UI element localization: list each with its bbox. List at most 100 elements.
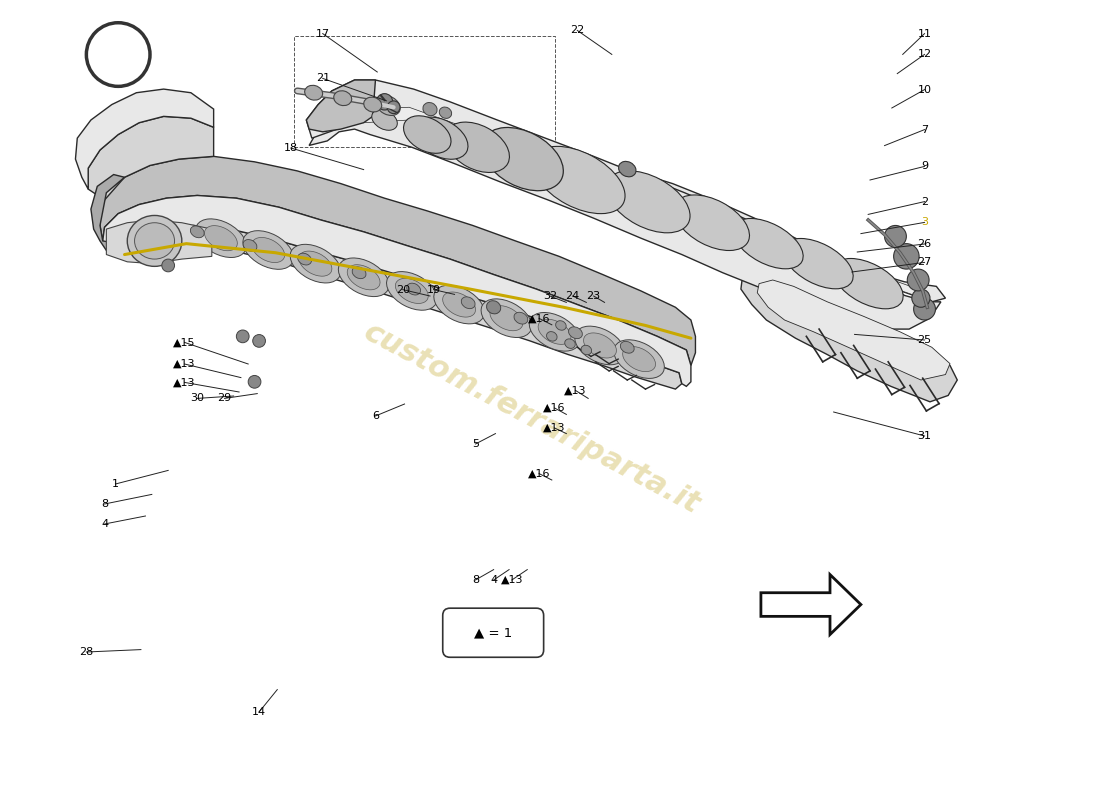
Ellipse shape — [253, 334, 265, 347]
Polygon shape — [307, 80, 375, 132]
Ellipse shape — [339, 258, 389, 297]
Ellipse shape — [433, 286, 484, 324]
Ellipse shape — [620, 342, 635, 353]
Text: 11: 11 — [917, 29, 932, 38]
Ellipse shape — [128, 215, 182, 266]
Polygon shape — [91, 174, 124, 259]
Text: ▲13: ▲13 — [564, 386, 586, 395]
Polygon shape — [76, 89, 213, 189]
Ellipse shape — [446, 122, 509, 173]
Ellipse shape — [674, 195, 749, 250]
Text: 3: 3 — [921, 218, 928, 227]
Ellipse shape — [196, 219, 246, 258]
Ellipse shape — [547, 332, 557, 341]
Polygon shape — [102, 195, 691, 386]
Text: 31: 31 — [917, 431, 932, 441]
Ellipse shape — [348, 265, 381, 290]
Ellipse shape — [352, 267, 366, 278]
Ellipse shape — [461, 297, 475, 309]
Ellipse shape — [298, 253, 311, 265]
Ellipse shape — [422, 102, 437, 116]
Ellipse shape — [364, 97, 382, 112]
Ellipse shape — [482, 127, 563, 190]
Ellipse shape — [606, 171, 690, 233]
Text: 10: 10 — [917, 85, 932, 94]
Ellipse shape — [584, 333, 616, 358]
Polygon shape — [309, 98, 940, 329]
Ellipse shape — [290, 244, 341, 283]
Ellipse shape — [243, 230, 294, 270]
Text: ▲15: ▲15 — [174, 338, 196, 347]
Text: 14: 14 — [252, 707, 266, 717]
Text: ▲13: ▲13 — [174, 378, 196, 387]
Ellipse shape — [614, 340, 664, 378]
Ellipse shape — [893, 244, 920, 269]
Text: 1: 1 — [112, 479, 119, 489]
Text: ▲16: ▲16 — [528, 314, 550, 323]
Text: 21: 21 — [316, 74, 330, 83]
Ellipse shape — [190, 226, 205, 238]
Text: 28: 28 — [79, 647, 94, 657]
Ellipse shape — [395, 278, 428, 303]
Ellipse shape — [305, 86, 322, 100]
Text: 6: 6 — [372, 411, 379, 421]
Text: custom.ferrariparta.it: custom.ferrariparta.it — [359, 317, 705, 519]
Text: 5: 5 — [472, 439, 478, 449]
Ellipse shape — [912, 289, 930, 307]
Polygon shape — [88, 116, 213, 200]
Polygon shape — [741, 268, 957, 402]
Polygon shape — [345, 107, 923, 298]
Polygon shape — [761, 574, 861, 634]
Text: 9: 9 — [921, 162, 928, 171]
Text: 29: 29 — [218, 394, 232, 403]
Text: ▲13: ▲13 — [174, 359, 196, 369]
Text: 8: 8 — [472, 575, 478, 585]
Text: 27: 27 — [917, 258, 932, 267]
Polygon shape — [112, 226, 682, 389]
Ellipse shape — [908, 269, 930, 291]
Ellipse shape — [581, 346, 592, 354]
Ellipse shape — [623, 346, 656, 372]
Text: 25: 25 — [917, 335, 932, 345]
Ellipse shape — [333, 90, 352, 106]
Ellipse shape — [249, 375, 261, 388]
Ellipse shape — [252, 238, 285, 262]
Ellipse shape — [205, 226, 238, 250]
Ellipse shape — [574, 326, 625, 365]
Text: 2: 2 — [921, 197, 928, 206]
Ellipse shape — [914, 298, 935, 320]
Text: 8: 8 — [101, 499, 108, 509]
Ellipse shape — [569, 327, 582, 338]
Ellipse shape — [514, 312, 528, 324]
Text: ▲16: ▲16 — [543, 403, 565, 413]
Text: 4: 4 — [101, 519, 108, 529]
Ellipse shape — [490, 306, 522, 330]
Text: ▲ = 1: ▲ = 1 — [474, 626, 512, 639]
Text: 17: 17 — [316, 29, 330, 38]
Ellipse shape — [486, 301, 500, 314]
Ellipse shape — [376, 95, 400, 115]
Ellipse shape — [439, 107, 452, 118]
Text: 12: 12 — [917, 50, 932, 59]
Polygon shape — [100, 156, 695, 366]
Text: 4: 4 — [491, 575, 497, 585]
Ellipse shape — [404, 116, 451, 154]
Ellipse shape — [87, 22, 150, 86]
Text: 26: 26 — [917, 239, 932, 249]
Ellipse shape — [538, 319, 571, 344]
Ellipse shape — [376, 94, 393, 110]
Ellipse shape — [564, 339, 575, 348]
Text: 22: 22 — [570, 26, 584, 35]
Ellipse shape — [481, 299, 531, 338]
Ellipse shape — [833, 258, 903, 309]
Ellipse shape — [783, 238, 854, 289]
Text: 30: 30 — [190, 394, 205, 403]
Text: 18: 18 — [284, 143, 298, 153]
Ellipse shape — [134, 222, 175, 259]
Text: 24: 24 — [565, 291, 580, 301]
Ellipse shape — [407, 283, 420, 295]
Ellipse shape — [734, 218, 803, 269]
Text: ▲13: ▲13 — [500, 575, 524, 585]
Ellipse shape — [162, 259, 175, 272]
Ellipse shape — [299, 251, 332, 276]
